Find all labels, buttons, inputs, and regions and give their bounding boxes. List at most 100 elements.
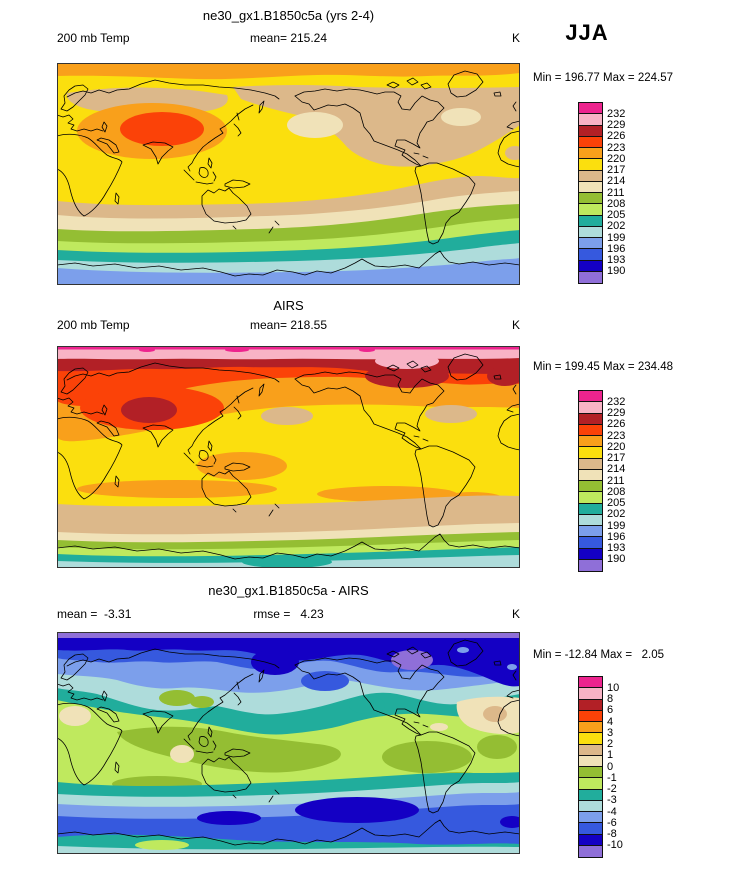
panel1-minmax-label: Min = 196.77 Max = 224.57 [533,72,674,84]
colorbar-box [579,481,602,493]
colorbar-box [579,492,602,504]
colorbar-tick-label: 214 [607,175,626,188]
colorbar-tick-label: 196 [607,530,626,543]
colorbar-tick-label: -10 [607,839,623,852]
panel2-title: AIRS [273,298,304,313]
panel2-mean-label: mean= 218.55 [249,318,328,332]
colorbar-tick-label: 193 [607,542,626,554]
colorbar-tick-label: 217 [607,164,626,176]
panel2-units-label: K [511,318,520,332]
colorbar-box [579,812,602,824]
colorbar-tick-label: 229 [607,119,626,131]
colorbar-tick-label: 214 [607,463,626,476]
colorbar-box [579,688,602,700]
panel3-mean-label: mean = -3.31 [57,607,132,621]
colorbar-tick-label: 208 [607,197,626,210]
panel3-subheader: mean = -3.31 rmse = 4.23 K [57,607,520,621]
colorbar-tick-label: 229 [607,407,626,419]
colorbar-tick-label: 232 [607,395,626,408]
panel1-mean-label: mean= 215.24 [249,31,328,45]
panel3-rmse-label: rmse = 4.23 [253,607,324,621]
colorbar-box [579,103,602,115]
colorbar-box [579,391,602,403]
season-label: JJA [565,20,609,45]
panel3-units-label: K [511,607,520,621]
colorbar-tick-label: 220 [607,152,626,165]
colorbar-box [579,204,602,216]
colorbar-box [579,526,602,538]
panel3-title: ne30_gx1.B1850c5a - AIRS [208,583,369,598]
colorbar-tick-label: 10 [607,681,620,694]
panel3-map-difference [57,632,520,854]
colorbar-box [579,722,602,734]
colorbar-box [579,260,602,272]
colorbar-box [579,215,602,227]
colorbar-box [579,503,602,515]
colorbar-tick-label: 232 [607,107,626,120]
colorbar-box [579,249,602,261]
colorbar-tick-label: 226 [607,418,626,431]
colorbar-tick-label: 226 [607,130,626,143]
colorbar-tick-label: 2 [607,738,614,750]
colorbar-tick-label: 202 [607,508,626,521]
colorbar-box [579,226,602,238]
colorbar-tick-label: 190 [607,265,626,278]
colorbar-tick-label: 196 [607,242,626,255]
colorbar-tick-label: -6 [607,816,617,829]
colorbar-tick-label: 217 [607,452,626,464]
colorbar-box [579,271,602,283]
colorbar-box [579,834,602,846]
panel2-subheader: 200 mb Temp mean= 218.55 K [57,318,520,332]
colorbar-box [579,710,602,722]
colorbar-box [579,148,602,160]
colorbar-tick-label: 8 [607,693,614,705]
colorbar-tick-label: 6 [607,704,614,717]
panel1-subheader: 200 mb Temp mean= 215.24 K [57,31,520,45]
colorbar-box [579,677,602,689]
colorbar-box [579,193,602,205]
colorbar-box [579,845,602,857]
colorbar-box [579,114,602,126]
colorbar-box [579,744,602,756]
colorbar-box [579,238,602,250]
colorbar-tick-label: 190 [607,553,626,566]
colorbar-box [579,402,602,414]
panel1-variable-label: 200 mb Temp [57,31,130,45]
colorbar-box [579,823,602,835]
colorbar-box [579,548,602,560]
panel1-title: ne30_gx1.B1850c5a (yrs 2-4) [202,8,375,23]
colorbar-box [579,413,602,425]
colorbar-box [579,159,602,171]
colorbar-box [579,136,602,148]
colorbar-box [579,767,602,779]
colorbar-boxes [578,676,603,858]
panel2-colorbar: 232 229 226 223 220 217 214 211 208 205 202 199 196 1… [578,390,658,572]
colorbar-box [579,800,602,812]
colorbar-tick-label: 3 [607,726,614,739]
colorbar-box [579,755,602,767]
panel1-map-model [57,63,520,285]
colorbar-box [579,424,602,436]
colorbar-tick-label: -1 [607,771,617,784]
colorbar-tick-label: 205 [607,209,626,221]
colorbar-tick-label: -2 [607,783,617,795]
colorbar-tick-label: 1 [607,749,614,762]
colorbar-box [579,181,602,193]
colorbar-box [579,514,602,526]
colorbar-tick-label: 223 [607,429,626,442]
colorbar-tick-label: -3 [607,794,617,807]
panel3-colorbar: 10 8 6 4 3 2 1 0 -1 -2 -3 -4 -6 -8 -10 [578,676,658,858]
colorbar-tick-label: 199 [607,231,626,244]
panel1-units-label: K [511,31,520,45]
colorbar-box [579,469,602,481]
colorbar-box [579,125,602,137]
colorbar-tick-label: 205 [607,497,626,509]
colorbar-tick-label: 211 [607,474,625,487]
colorbar-box [579,733,602,745]
colorbar-boxes [578,102,603,284]
colorbar-tick-label: 211 [607,186,625,199]
panel2-variable-label: 200 mb Temp [57,318,130,332]
colorbar-tick-label: -4 [607,805,617,818]
colorbar-box [579,789,602,801]
